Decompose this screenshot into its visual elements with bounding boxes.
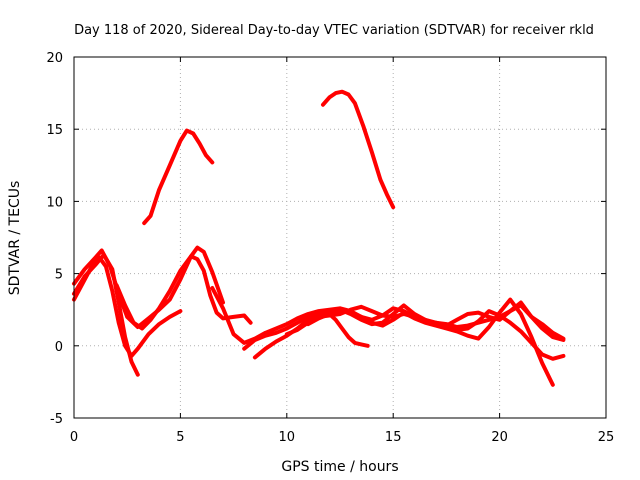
- y-tick-label: 15: [46, 123, 63, 138]
- x-axis-label: GPS time / hours: [281, 459, 398, 475]
- plot-frame: [73, 56, 607, 419]
- series-line-track-6: [321, 89, 396, 210]
- x-tick-label: 20: [491, 430, 508, 445]
- x-tick-label: 10: [279, 430, 296, 445]
- series-line-track-11: [306, 312, 370, 348]
- y-tick-label: 20: [46, 51, 63, 66]
- series-line-track-8: [242, 303, 566, 361]
- y-tick-label: -5: [50, 412, 63, 427]
- y-tick-label: 10: [46, 195, 63, 210]
- series-layer: [72, 89, 566, 387]
- x-tick-label: 25: [598, 430, 615, 445]
- x-tick-label: 5: [176, 430, 184, 445]
- y-tick-label: 0: [55, 340, 63, 355]
- grid: [74, 57, 606, 418]
- y-axis-label: SDTVAR / TECUs: [7, 181, 23, 296]
- x-tick-label: 15: [385, 430, 402, 445]
- x-tick-label: 0: [70, 430, 78, 445]
- chart-title: Day 118 of 2020, Sidereal Day-to-day VTE…: [74, 23, 594, 38]
- series-line-track-3: [72, 245, 225, 329]
- series-line-track-4: [114, 254, 253, 331]
- series-line-track-5: [142, 128, 215, 226]
- y-tick-label: 5: [55, 268, 63, 283]
- axis-ticks: 0 5 10 15 20 25 -5 0 5 10 15 20: [46, 51, 614, 445]
